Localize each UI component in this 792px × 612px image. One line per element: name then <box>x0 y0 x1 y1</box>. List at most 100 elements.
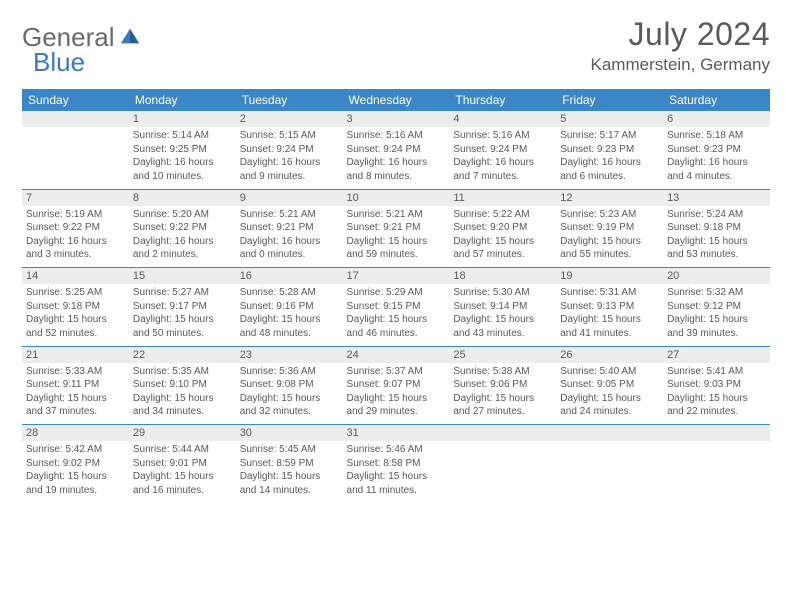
calendar-header-row: SundayMondayTuesdayWednesdayThursdayFrid… <box>22 89 770 111</box>
day-cell: Sunrise: 5:16 AMSunset: 9:24 PMDaylight:… <box>343 127 450 189</box>
daylight-text-1: Daylight: 15 hours <box>453 392 552 406</box>
weekday-header: Friday <box>556 89 663 111</box>
daylight-text-1: Daylight: 16 hours <box>26 235 125 249</box>
page-header: General July 2024 Kammerstein, Germany <box>22 16 770 75</box>
day-number-cell: 12 <box>556 189 663 206</box>
location-label: Kammerstein, Germany <box>591 55 771 75</box>
daylight-text-1: Daylight: 15 hours <box>240 392 339 406</box>
daylight-text-1: Daylight: 15 hours <box>347 470 446 484</box>
day-number-cell: 23 <box>236 346 343 363</box>
daylight-text-1: Daylight: 15 hours <box>560 313 659 327</box>
daylight-text-2: and 16 minutes. <box>133 484 232 498</box>
daylight-text-2: and 19 minutes. <box>26 484 125 498</box>
day-number-cell <box>22 111 129 127</box>
sunset-text: Sunset: 9:25 PM <box>133 143 232 157</box>
day-cell: Sunrise: 5:16 AMSunset: 9:24 PMDaylight:… <box>449 127 556 189</box>
daylight-text-2: and 6 minutes. <box>560 170 659 184</box>
day-number-cell: 18 <box>449 268 556 285</box>
sunset-text: Sunset: 9:08 PM <box>240 378 339 392</box>
daylight-text-2: and 34 minutes. <box>133 405 232 419</box>
daylight-text-1: Daylight: 15 hours <box>240 313 339 327</box>
day-number-cell: 16 <box>236 268 343 285</box>
sunrise-text: Sunrise: 5:21 AM <box>347 208 446 222</box>
sunset-text: Sunset: 9:19 PM <box>560 221 659 235</box>
day-cell: Sunrise: 5:40 AMSunset: 9:05 PMDaylight:… <box>556 363 663 425</box>
sunset-text: Sunset: 9:01 PM <box>133 457 232 471</box>
day-cell: Sunrise: 5:37 AMSunset: 9:07 PMDaylight:… <box>343 363 450 425</box>
sunset-text: Sunset: 9:20 PM <box>453 221 552 235</box>
day-number-cell: 25 <box>449 346 556 363</box>
sunrise-text: Sunrise: 5:29 AM <box>347 286 446 300</box>
day-number-cell: 8 <box>129 189 236 206</box>
daylight-text-1: Daylight: 15 hours <box>560 235 659 249</box>
day-cell: Sunrise: 5:44 AMSunset: 9:01 PMDaylight:… <box>129 441 236 503</box>
sunrise-text: Sunrise: 5:16 AM <box>453 129 552 143</box>
sunrise-text: Sunrise: 5:38 AM <box>453 365 552 379</box>
daylight-text-1: Daylight: 15 hours <box>26 392 125 406</box>
sunset-text: Sunset: 9:13 PM <box>560 300 659 314</box>
day-number-row: 28293031 <box>22 425 770 442</box>
sunset-text: Sunset: 9:22 PM <box>133 221 232 235</box>
daylight-text-1: Daylight: 15 hours <box>667 235 766 249</box>
day-body-row: Sunrise: 5:14 AMSunset: 9:25 PMDaylight:… <box>22 127 770 189</box>
sunset-text: Sunset: 9:21 PM <box>240 221 339 235</box>
sunrise-text: Sunrise: 5:18 AM <box>667 129 766 143</box>
sunrise-text: Sunrise: 5:22 AM <box>453 208 552 222</box>
day-cell: Sunrise: 5:32 AMSunset: 9:12 PMDaylight:… <box>663 284 770 346</box>
daylight-text-1: Daylight: 15 hours <box>26 313 125 327</box>
sunset-text: Sunset: 9:24 PM <box>453 143 552 157</box>
sunrise-text: Sunrise: 5:30 AM <box>453 286 552 300</box>
daylight-text-1: Daylight: 15 hours <box>347 392 446 406</box>
month-title: July 2024 <box>591 16 771 53</box>
calendar-table: SundayMondayTuesdayWednesdayThursdayFrid… <box>22 89 770 503</box>
daylight-text-1: Daylight: 15 hours <box>347 235 446 249</box>
daylight-text-2: and 3 minutes. <box>26 248 125 262</box>
weekday-header: Tuesday <box>236 89 343 111</box>
logo-text-2: Blue <box>33 47 85 78</box>
day-number-cell <box>663 425 770 442</box>
daylight-text-2: and 32 minutes. <box>240 405 339 419</box>
sunrise-text: Sunrise: 5:20 AM <box>133 208 232 222</box>
sunrise-text: Sunrise: 5:28 AM <box>240 286 339 300</box>
day-number-cell: 1 <box>129 111 236 127</box>
sunset-text: Sunset: 8:58 PM <box>347 457 446 471</box>
sunrise-text: Sunrise: 5:15 AM <box>240 129 339 143</box>
title-block: July 2024 Kammerstein, Germany <box>591 16 771 75</box>
daylight-text-1: Daylight: 16 hours <box>133 156 232 170</box>
day-number-cell: 3 <box>343 111 450 127</box>
day-number-cell: 11 <box>449 189 556 206</box>
daylight-text-2: and 10 minutes. <box>133 170 232 184</box>
day-cell <box>556 441 663 503</box>
daylight-text-1: Daylight: 16 hours <box>667 156 766 170</box>
daylight-text-2: and 41 minutes. <box>560 327 659 341</box>
daylight-text-1: Daylight: 16 hours <box>560 156 659 170</box>
day-number-cell: 24 <box>343 346 450 363</box>
sunrise-text: Sunrise: 5:24 AM <box>667 208 766 222</box>
day-cell: Sunrise: 5:21 AMSunset: 9:21 PMDaylight:… <box>343 206 450 268</box>
day-cell: Sunrise: 5:29 AMSunset: 9:15 PMDaylight:… <box>343 284 450 346</box>
day-body-row: Sunrise: 5:42 AMSunset: 9:02 PMDaylight:… <box>22 441 770 503</box>
daylight-text-1: Daylight: 16 hours <box>347 156 446 170</box>
daylight-text-2: and 48 minutes. <box>240 327 339 341</box>
sunrise-text: Sunrise: 5:16 AM <box>347 129 446 143</box>
weekday-header: Monday <box>129 89 236 111</box>
daylight-text-2: and 57 minutes. <box>453 248 552 262</box>
day-cell <box>663 441 770 503</box>
day-cell: Sunrise: 5:25 AMSunset: 9:18 PMDaylight:… <box>22 284 129 346</box>
day-cell: Sunrise: 5:41 AMSunset: 9:03 PMDaylight:… <box>663 363 770 425</box>
daylight-text-2: and 53 minutes. <box>667 248 766 262</box>
day-number-cell <box>449 425 556 442</box>
day-number-cell: 27 <box>663 346 770 363</box>
day-number-cell <box>556 425 663 442</box>
daylight-text-2: and 52 minutes. <box>26 327 125 341</box>
daylight-text-2: and 4 minutes. <box>667 170 766 184</box>
daylight-text-1: Daylight: 16 hours <box>133 235 232 249</box>
daylight-text-2: and 29 minutes. <box>347 405 446 419</box>
sunrise-text: Sunrise: 5:44 AM <box>133 443 232 457</box>
day-cell: Sunrise: 5:31 AMSunset: 9:13 PMDaylight:… <box>556 284 663 346</box>
day-cell: Sunrise: 5:20 AMSunset: 9:22 PMDaylight:… <box>129 206 236 268</box>
day-number-cell: 10 <box>343 189 450 206</box>
sunset-text: Sunset: 9:16 PM <box>240 300 339 314</box>
day-number-cell: 28 <box>22 425 129 442</box>
weekday-header: Wednesday <box>343 89 450 111</box>
